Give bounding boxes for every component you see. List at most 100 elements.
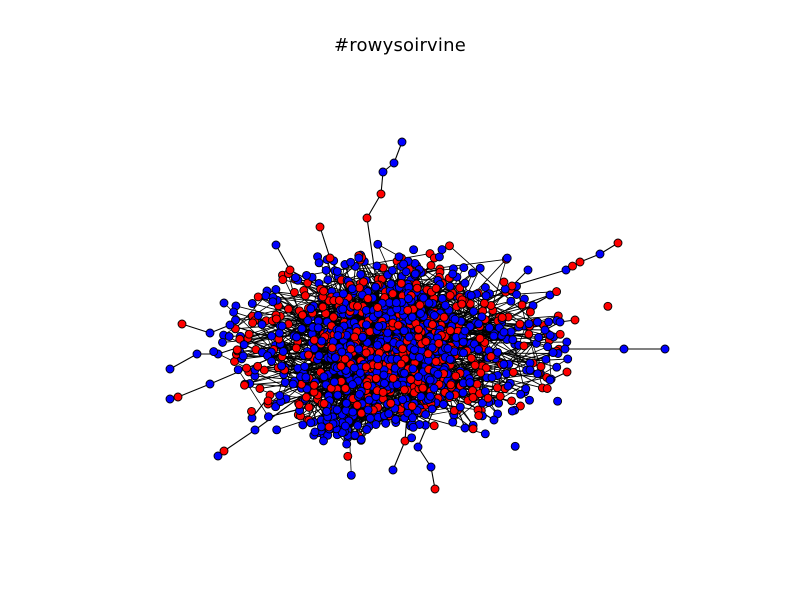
graph-node-red [386,398,396,408]
graph-node-blue [350,430,360,440]
graph-node-blue [466,291,476,300]
graph-node-red [451,371,461,381]
graph-node-blue [218,337,227,347]
graph-node-blue [224,332,234,341]
graph-node-blue [458,337,468,347]
graph-node-blue [434,252,444,262]
graph-node-red [318,302,328,312]
graph-node-blue [338,289,348,299]
graph-node-blue [323,275,333,285]
graph-node-blue [426,462,436,472]
graph-node-blue [540,325,550,335]
graph-node-red [388,289,398,299]
graph-node-blue [306,418,316,428]
graph-node-blue [333,331,343,341]
graph-node-blue [165,394,175,404]
graph-node-blue [338,304,348,314]
graph-node-red [315,222,325,232]
graph-node-blue [563,354,573,364]
graph-node-blue [445,354,455,364]
graph-node-red [371,373,381,383]
graph-node-red [426,261,436,270]
graph-node-red [418,383,428,393]
graph-node-blue [439,399,448,409]
graph-node-red [445,241,454,251]
graph-node-red [259,365,269,375]
graph-node-red [382,343,392,353]
graph-node-red [294,400,304,410]
graph-node-blue [271,285,281,294]
graph-node-blue [408,364,418,374]
graph-node-red [361,362,371,372]
graph-node-red [414,324,423,334]
graph-node-blue [489,331,499,341]
graph-node-blue [440,300,450,310]
graph-node-red [352,400,362,410]
graph-node-red [327,343,337,353]
graph-node-blue [303,316,313,326]
graph-node-blue [267,356,277,366]
graph-node-blue [408,413,418,423]
graph-node-red [399,385,409,395]
graph-node-blue [239,340,249,350]
graph-node-blue [541,354,551,364]
graph-node-blue [391,298,401,308]
graph-node-blue [399,259,409,269]
graph-node-red [555,329,565,339]
graph-node-red [359,277,369,287]
graph-node-blue [553,396,563,406]
graph-node-red [329,312,338,322]
graph-node-blue [317,336,327,346]
graph-node-red [242,363,251,373]
graph-node-blue [443,344,453,353]
graph-edge [276,290,324,301]
graph-node-blue [389,158,399,168]
graph-node-blue [459,263,469,273]
graph-node-blue [391,414,401,424]
graph-node-blue [545,375,555,385]
graph-node-blue [355,368,365,378]
graph-nodes [165,137,670,494]
graph-edge [319,226,331,259]
graph-node-blue [507,406,517,416]
graph-node-blue [374,321,384,331]
graph-node-blue [425,391,435,401]
graph-edge [392,440,406,471]
graph-node-blue [525,395,534,405]
graph-node-red [457,299,467,309]
graph-node-red [536,362,546,371]
graph-node-blue [595,249,605,259]
graph-node-red [570,315,580,325]
graph-node-blue [268,297,278,307]
graph-node-blue [332,405,342,415]
graph-node-red [575,257,585,267]
graph-node-blue [321,265,331,275]
graph-node-red [475,333,485,343]
graph-node-red [284,304,293,314]
graph-node-blue [429,383,439,393]
graph-node-blue [499,327,509,337]
graph-node-red [255,384,265,393]
graph-node-red [354,283,364,293]
graph-node-red [289,287,299,297]
graph-node-blue [247,299,257,308]
graph-node-red [373,303,383,312]
graph-node-red [613,238,623,248]
graph-node-red [304,350,313,360]
graph-node-blue [233,365,243,375]
graph-node-red [362,381,372,390]
graph-node-blue [475,263,485,273]
graph-node-blue [278,347,288,356]
graph-node-blue [533,317,542,327]
graph-node-blue [399,326,409,336]
graph-node-blue [561,265,571,275]
graph-node-red [524,329,534,339]
graph-edge [223,429,256,452]
graph-node-blue [355,389,364,399]
graph-node-blue [388,465,398,475]
graph-node-red [173,392,183,402]
graph-node-red [253,292,263,302]
graph-node-blue [333,390,343,400]
graph-node-blue [277,361,287,371]
graph-edge [521,294,551,306]
